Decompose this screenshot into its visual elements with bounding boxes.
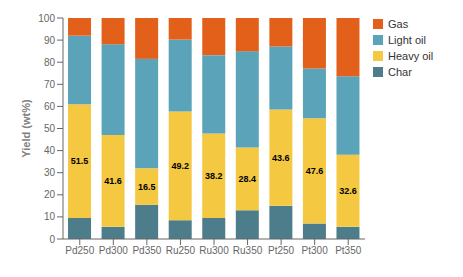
svg-text:50: 50 (44, 123, 56, 134)
svg-text:90: 90 (44, 35, 56, 46)
html-text:Char: Char (388, 66, 412, 78)
svg-text:20: 20 (44, 189, 56, 200)
svg-text:Ru350: Ru350 (233, 245, 263, 256)
svg-text:Pd300: Pd300 (99, 245, 128, 256)
svg-text:60: 60 (44, 101, 56, 112)
svg-text:Ru300: Ru300 (199, 245, 229, 256)
svg-text:Pd250: Pd250 (65, 245, 94, 256)
html-text:Heavy oil: Heavy oil (388, 50, 434, 62)
svg-text:32.6: 32.6 (339, 186, 357, 196)
svg-text:47.6: 47.6 (306, 166, 324, 176)
svg-text:Yield (wt%): Yield (wt%) (20, 99, 32, 158)
svg-text:Ru250: Ru250 (166, 245, 196, 256)
html-text:Gas: Gas (388, 18, 409, 30)
svg-text:Pt300: Pt300 (302, 245, 329, 256)
html-text:Light oil: Light oil (388, 34, 426, 46)
svg-text:43.6: 43.6 (272, 153, 290, 163)
svg-text:30: 30 (44, 167, 56, 178)
svg-text:49.2: 49.2 (171, 161, 189, 171)
svg-text:80: 80 (44, 57, 56, 68)
svg-text:70: 70 (44, 79, 56, 90)
svg-text:40: 40 (44, 145, 56, 156)
svg-text:100: 100 (38, 13, 55, 24)
svg-text:51.5: 51.5 (71, 156, 89, 166)
svg-text:Pd350: Pd350 (132, 245, 161, 256)
svg-text:41.6: 41.6 (104, 176, 122, 186)
svg-text:38.2: 38.2 (205, 171, 223, 181)
svg-text:16.5: 16.5 (138, 182, 156, 192)
svg-text:Pt350: Pt350 (335, 245, 362, 256)
svg-text:0: 0 (49, 234, 55, 245)
svg-text:Pt250: Pt250 (268, 245, 295, 256)
svg-text:28.4: 28.4 (239, 174, 257, 184)
svg-text:10: 10 (44, 211, 56, 222)
